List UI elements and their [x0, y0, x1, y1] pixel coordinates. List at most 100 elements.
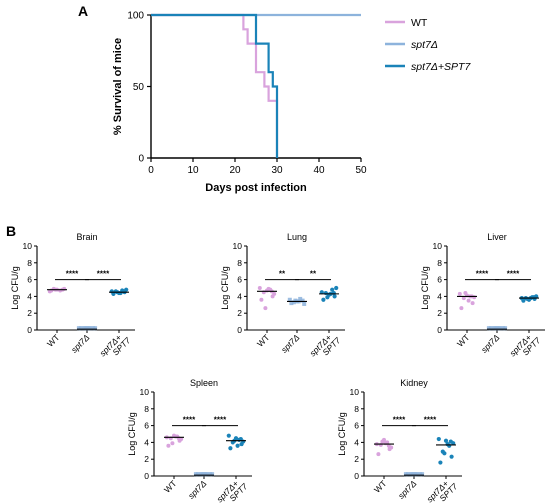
data-point — [386, 443, 391, 448]
category-label: spt7Δ — [69, 332, 92, 355]
y-tick-label: 10 — [140, 387, 150, 397]
legend-text-italic: spt7Δ+SPT7 — [411, 61, 471, 73]
category-label: spt7Δ — [396, 478, 419, 501]
category-label: spt7Δ — [279, 332, 302, 355]
data-point — [486, 326, 491, 331]
y-tick-label: 8 — [437, 258, 442, 268]
y-tick-label: 2 — [144, 454, 149, 464]
data-point — [293, 298, 298, 303]
y-tick-label: 6 — [237, 275, 242, 285]
data-point — [238, 436, 243, 442]
data-point — [257, 286, 262, 290]
legend-label-spt7: spt7Δ — [411, 39, 438, 51]
data-point — [226, 433, 231, 438]
data-point — [531, 295, 536, 300]
y-tick-label: 2 — [437, 308, 442, 318]
y-axis-title: Log CFU/g — [220, 266, 230, 310]
data-point — [47, 289, 52, 294]
data-point — [176, 436, 181, 441]
data-point — [457, 291, 462, 296]
significance-label: **** — [507, 270, 520, 279]
significance-label: **** — [66, 270, 79, 279]
data-point — [448, 439, 453, 444]
y-tick-label: 6 — [27, 275, 32, 285]
y-axis-title: Log CFU/g — [420, 266, 430, 310]
data-point — [166, 443, 171, 448]
category-label: spt7Δ — [479, 332, 502, 355]
data-point — [83, 326, 88, 331]
organ-title: Kidney — [400, 378, 428, 388]
significance-label: **** — [476, 270, 489, 279]
x-tick-label: 20 — [229, 165, 241, 176]
y-axis-title: % Survival of mice — [112, 38, 124, 135]
x-tick-label: 40 — [313, 165, 325, 176]
data-point — [263, 306, 268, 311]
y-tick-label: 0 — [138, 154, 144, 165]
significance-label: **** — [393, 416, 406, 425]
significance-label: ** — [310, 270, 317, 279]
y-tick-label: 8 — [237, 258, 242, 268]
data-point — [330, 287, 335, 292]
y-tick-label: 4 — [144, 437, 149, 447]
y-tick-label: 4 — [354, 437, 359, 447]
y-tick-label: 10 — [233, 241, 243, 251]
data-point — [121, 289, 126, 294]
data-point — [449, 454, 454, 459]
y-tick-label: 2 — [27, 308, 32, 318]
data-point — [298, 296, 303, 301]
x-tick-label: 30 — [271, 165, 283, 176]
data-point — [325, 295, 330, 300]
data-point — [259, 297, 264, 302]
data-point — [266, 286, 271, 291]
data-point — [383, 441, 388, 446]
legend-text-italic: spt7Δ — [411, 39, 438, 51]
survival-line-spt7-spt7 — [151, 13, 279, 158]
significance-label: **** — [214, 416, 227, 425]
legend-text-plain: WT — [411, 17, 428, 29]
data-point — [210, 472, 215, 477]
y-tick-label: 0 — [27, 325, 32, 335]
y-tick-label: 4 — [237, 291, 242, 301]
data-point — [86, 326, 91, 331]
data-point — [289, 301, 294, 306]
data-point — [334, 285, 339, 291]
data-point — [470, 301, 475, 306]
y-tick-label: 100 — [127, 11, 144, 22]
x-tick-label: 0 — [148, 165, 154, 176]
y-tick-label: 2 — [237, 308, 242, 318]
organ-title: Brain — [76, 232, 97, 242]
data-point — [235, 443, 240, 448]
data-point — [443, 438, 449, 443]
data-point — [109, 289, 114, 294]
category-label: WT — [162, 478, 178, 494]
data-point — [496, 326, 501, 331]
data-point — [332, 294, 337, 299]
organ-title: Lung — [287, 232, 307, 242]
y-tick-label: 8 — [27, 258, 32, 268]
y-tick-label: 0 — [144, 471, 149, 481]
legend-label-wt: WT — [411, 17, 428, 29]
data-point — [302, 301, 307, 306]
y-tick-label: 6 — [437, 275, 442, 285]
y-tick-label: 6 — [144, 421, 149, 431]
data-point — [459, 306, 464, 311]
significance-label: **** — [97, 270, 110, 279]
y-axis-title: Log CFU/g — [127, 412, 137, 456]
data-point — [200, 472, 205, 477]
data-point — [403, 472, 408, 477]
y-tick-label: 0 — [437, 325, 442, 335]
y-tick-label: 4 — [437, 291, 442, 301]
data-point — [168, 436, 173, 441]
y-tick-label: 6 — [354, 421, 359, 431]
y-tick-label: 8 — [144, 404, 149, 414]
y-tick-label: 10 — [433, 241, 443, 251]
data-point — [93, 326, 98, 331]
data-point — [193, 472, 198, 477]
category-label: WT — [372, 478, 388, 494]
x-axis-title: Days post infection — [205, 182, 307, 194]
data-point — [436, 436, 441, 442]
y-tick-label: 2 — [354, 454, 359, 464]
category-label: spt7Δ — [186, 478, 209, 501]
data-point — [376, 452, 381, 457]
